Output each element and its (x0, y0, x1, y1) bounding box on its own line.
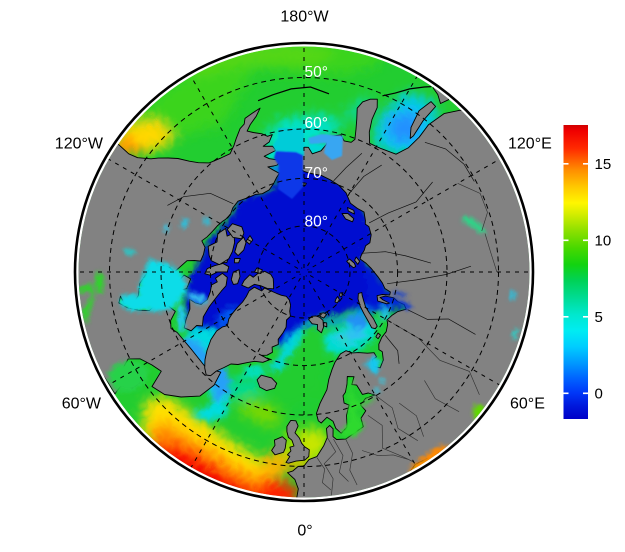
svg-text:120°W: 120°W (55, 136, 104, 153)
svg-text:70°: 70° (305, 165, 328, 182)
svg-text:180°W: 180°W (280, 9, 329, 26)
svg-text:80°: 80° (305, 214, 328, 231)
svg-text:0: 0 (595, 385, 603, 402)
svg-text:0°: 0° (297, 523, 312, 540)
svg-text:5: 5 (595, 309, 603, 326)
svg-text:120°E: 120°E (508, 136, 552, 153)
svg-text:60°W: 60°W (62, 396, 102, 413)
svg-text:50°: 50° (305, 64, 328, 81)
svg-text:15: 15 (595, 156, 612, 173)
svg-text:60°: 60° (305, 115, 328, 132)
svg-text:60°E: 60°E (510, 396, 545, 413)
svg-text:10: 10 (595, 232, 612, 249)
